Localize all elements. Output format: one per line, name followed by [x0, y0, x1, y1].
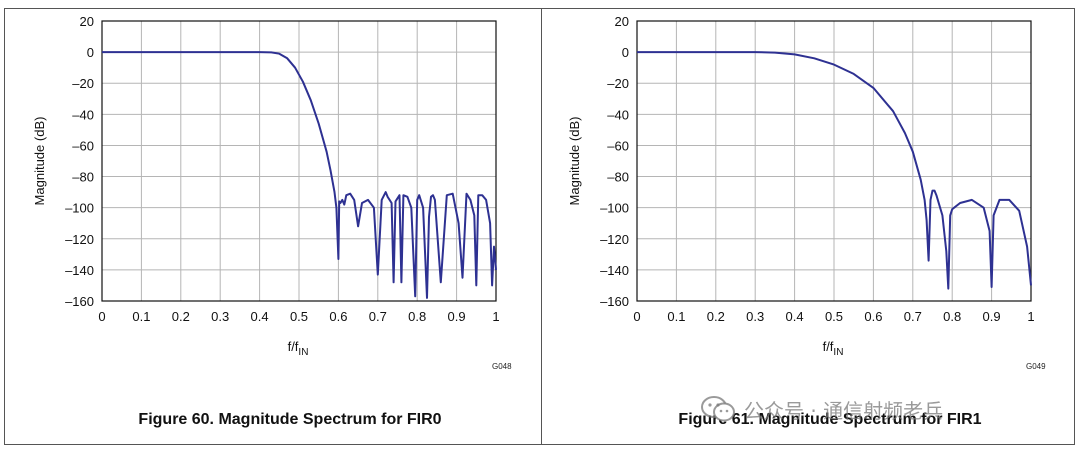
panel-border-left	[4, 8, 542, 445]
y-tick-label-fir0: –20	[72, 76, 94, 91]
y-tick-label-fir0: 20	[80, 14, 94, 29]
x-tick-label-fir0: 1	[492, 309, 499, 324]
plot-frame-fir1	[636, 20, 1032, 302]
x-tick-label-fir0: 0.5	[290, 309, 308, 324]
x-tick-label-fir1: 0.5	[825, 309, 843, 324]
x-axis-label-fir1: f/fIN	[823, 339, 844, 358]
wechat-logo-icon	[701, 396, 735, 422]
watermark: 公众号 · 通信射频老兵	[700, 394, 943, 424]
chart-code-fir0: G048	[492, 362, 512, 371]
y-tick-label-fir1: 0	[622, 45, 629, 60]
x-tick-label-fir1: 0.4	[786, 309, 804, 324]
x-tick-label-fir0: 0.9	[448, 309, 466, 324]
x-tick-label-fir1: 0.2	[707, 309, 725, 324]
y-tick-label-fir0: –80	[72, 170, 94, 185]
chart-code-fir1: G049	[1026, 362, 1046, 371]
x-axis-label-fir0: f/fIN	[288, 339, 309, 358]
y-tick-label-fir0: 0	[87, 45, 94, 60]
x-tick-label-fir1: 0.8	[943, 309, 961, 324]
x-tick-label-fir0: 0.6	[329, 309, 347, 324]
plot-frame-fir0	[101, 20, 497, 302]
x-tick-label-fir1: 0.3	[746, 309, 764, 324]
y-tick-label-fir0: –140	[65, 263, 94, 278]
y-axis-label-fir0: Magnitude (dB)	[32, 117, 47, 206]
x-tick-label-fir1: 0	[633, 309, 640, 324]
y-tick-label-fir0: –100	[65, 201, 94, 216]
x-tick-label-fir1: 0.7	[904, 309, 922, 324]
y-tick-label-fir1: –160	[600, 294, 629, 309]
y-tick-label-fir0: –160	[65, 294, 94, 309]
x-tick-label-fir0: 0	[98, 309, 105, 324]
y-tick-label-fir0: –40	[72, 107, 94, 122]
panel-border-right	[540, 8, 1075, 445]
x-tick-label-fir0: 0.2	[172, 309, 190, 324]
y-tick-label-fir1: –20	[607, 76, 629, 91]
y-tick-label-fir1: –140	[600, 263, 629, 278]
x-tick-label-fir1: 0.6	[864, 309, 882, 324]
y-tick-label-fir0: –60	[72, 138, 94, 153]
figure-caption-fir1: Figure 61. Magnitude Spectrum for FIR1	[678, 411, 982, 428]
y-tick-label-fir1: –60	[607, 138, 629, 153]
x-tick-label-fir1: 1	[1027, 309, 1034, 324]
x-tick-label-fir1: 0.1	[667, 309, 685, 324]
x-tick-label-fir0: 0.1	[132, 309, 150, 324]
y-tick-label-fir1: 20	[615, 14, 629, 29]
y-tick-label-fir1: –100	[600, 201, 629, 216]
series-line-fir0	[102, 51, 497, 299]
x-tick-label-fir0: 0.7	[369, 309, 387, 324]
y-tick-label-fir0: –120	[65, 232, 94, 247]
figure-caption-fir0: Figure 60. Magnitude Spectrum for FIR0	[138, 411, 442, 428]
x-tick-label-fir0: 0.3	[211, 309, 229, 324]
y-tick-label-fir1: –120	[600, 232, 629, 247]
y-axis-label-fir1: Magnitude (dB)	[567, 117, 582, 206]
x-tick-label-fir0: 0.4	[251, 309, 269, 324]
series-line-fir1	[637, 51, 1032, 290]
x-tick-label-fir0: 0.8	[408, 309, 426, 324]
y-tick-label-fir1: –80	[607, 170, 629, 185]
watermark-text: 公众号 · 通信射频老兵	[744, 398, 944, 423]
x-tick-label-fir1: 0.9	[983, 309, 1001, 324]
y-tick-label-fir1: –40	[607, 107, 629, 122]
